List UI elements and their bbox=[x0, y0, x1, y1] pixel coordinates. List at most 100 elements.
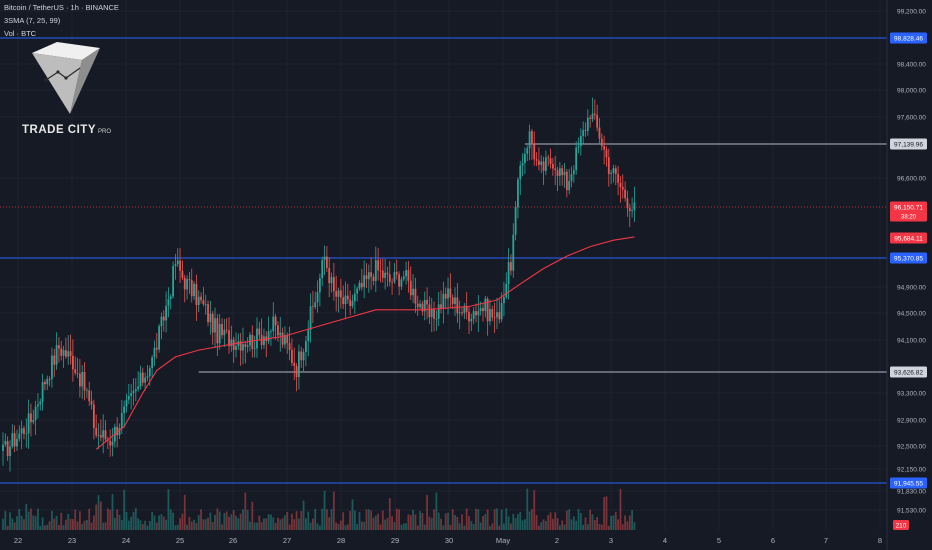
volume-legend: Vol · BTC bbox=[4, 29, 37, 38]
time-tick-label: 27 bbox=[283, 536, 291, 545]
time-tick-label: 7 bbox=[824, 536, 828, 545]
candle-body bbox=[521, 162, 524, 166]
candle-body bbox=[479, 308, 482, 312]
candle-body bbox=[318, 277, 321, 293]
volume-bar bbox=[491, 523, 494, 530]
volume-bar bbox=[528, 511, 531, 530]
candle-body bbox=[18, 433, 21, 439]
volume-bar bbox=[582, 524, 585, 530]
candle-body bbox=[221, 323, 223, 336]
candle-body bbox=[69, 351, 72, 356]
volume-bar bbox=[409, 515, 412, 530]
volume-bar bbox=[174, 525, 177, 530]
volume-bar bbox=[165, 519, 167, 530]
volume-bar bbox=[200, 509, 202, 530]
volume-bar bbox=[99, 501, 102, 530]
candle-body bbox=[65, 350, 67, 357]
volume-bar bbox=[265, 518, 268, 530]
volume-bar bbox=[565, 510, 568, 530]
candle-body bbox=[60, 348, 63, 356]
candle-body bbox=[512, 234, 515, 271]
candle-body bbox=[244, 344, 247, 347]
volume-bar bbox=[379, 524, 382, 530]
volume-bar bbox=[158, 515, 161, 530]
volume-bar bbox=[542, 519, 545, 530]
candle-body bbox=[428, 304, 431, 318]
candle-body bbox=[314, 302, 317, 308]
volume-bar bbox=[4, 510, 7, 530]
candle-body bbox=[503, 297, 505, 304]
volume-bar bbox=[423, 524, 426, 530]
volume-bar bbox=[225, 511, 228, 530]
volume-bar bbox=[395, 508, 398, 530]
volume-bar bbox=[391, 516, 394, 530]
volume-bar bbox=[263, 518, 265, 530]
volume-bar bbox=[216, 508, 219, 530]
candle-body bbox=[53, 355, 56, 365]
candle-body bbox=[74, 369, 77, 373]
candle-body bbox=[433, 309, 435, 319]
volume-bar bbox=[414, 514, 417, 530]
level-price-label-bg bbox=[890, 252, 927, 264]
candle-body bbox=[533, 144, 536, 160]
volume-bar bbox=[160, 514, 163, 530]
volume-bar bbox=[440, 518, 442, 530]
candle-body bbox=[544, 157, 547, 171]
candle-body bbox=[330, 277, 333, 284]
horizontal-levels bbox=[0, 37, 887, 484]
price-tick-label: 99,200.00 bbox=[897, 9, 926, 16]
candle-body bbox=[575, 147, 578, 171]
candle-body bbox=[339, 290, 342, 298]
candle-body bbox=[505, 283, 508, 298]
candle-body bbox=[449, 288, 452, 298]
volume-bar bbox=[496, 508, 498, 530]
volume-bar bbox=[214, 514, 216, 530]
level-price-label: 95,370.85 bbox=[894, 255, 923, 262]
candle-body bbox=[351, 301, 354, 307]
candle-body bbox=[416, 303, 419, 308]
volume-bar bbox=[370, 510, 373, 530]
volume-bar bbox=[631, 510, 633, 530]
volume-bar bbox=[218, 511, 221, 530]
candle-body bbox=[489, 309, 491, 322]
candle-body bbox=[633, 202, 636, 211]
time-tick-label: 26 bbox=[229, 536, 237, 545]
volume-bar bbox=[155, 522, 158, 530]
volume-bar bbox=[626, 521, 629, 530]
candle-body bbox=[216, 318, 219, 344]
price-tick-label: 94,500.00 bbox=[897, 311, 926, 318]
volume-bar bbox=[461, 514, 463, 530]
candle-body bbox=[335, 291, 338, 297]
candle-body bbox=[454, 297, 456, 305]
volume-bar bbox=[551, 518, 554, 530]
volume-bar bbox=[249, 521, 251, 530]
price-tick-label: 93,300.00 bbox=[897, 391, 926, 398]
candle-body bbox=[360, 282, 363, 288]
volume-bar bbox=[181, 513, 184, 530]
volume-bar bbox=[78, 511, 81, 530]
volume-bar bbox=[332, 491, 335, 530]
candle-body bbox=[526, 148, 529, 154]
volume-bar bbox=[472, 524, 475, 530]
volume-bar bbox=[141, 524, 144, 530]
time-tick-label: 28 bbox=[337, 536, 345, 545]
candle-body bbox=[440, 304, 442, 309]
candle-body bbox=[6, 441, 9, 457]
volume-bar bbox=[237, 518, 240, 530]
volume-bar bbox=[533, 490, 536, 530]
volume-bars bbox=[2, 488, 636, 530]
candle-body bbox=[218, 323, 221, 344]
volume-bar bbox=[190, 521, 193, 530]
volume-bar bbox=[113, 517, 116, 530]
candle-body bbox=[97, 435, 100, 437]
time-tick-label: 4 bbox=[663, 536, 667, 545]
price-tick-label: 98,000.00 bbox=[897, 88, 926, 95]
candle-body bbox=[104, 430, 107, 440]
volume-bar bbox=[407, 514, 410, 530]
time-tick-label: May bbox=[496, 536, 510, 545]
volume-bar bbox=[598, 524, 601, 530]
volume-bar bbox=[272, 517, 275, 530]
candle-body bbox=[48, 378, 51, 380]
candle-body bbox=[32, 420, 35, 423]
